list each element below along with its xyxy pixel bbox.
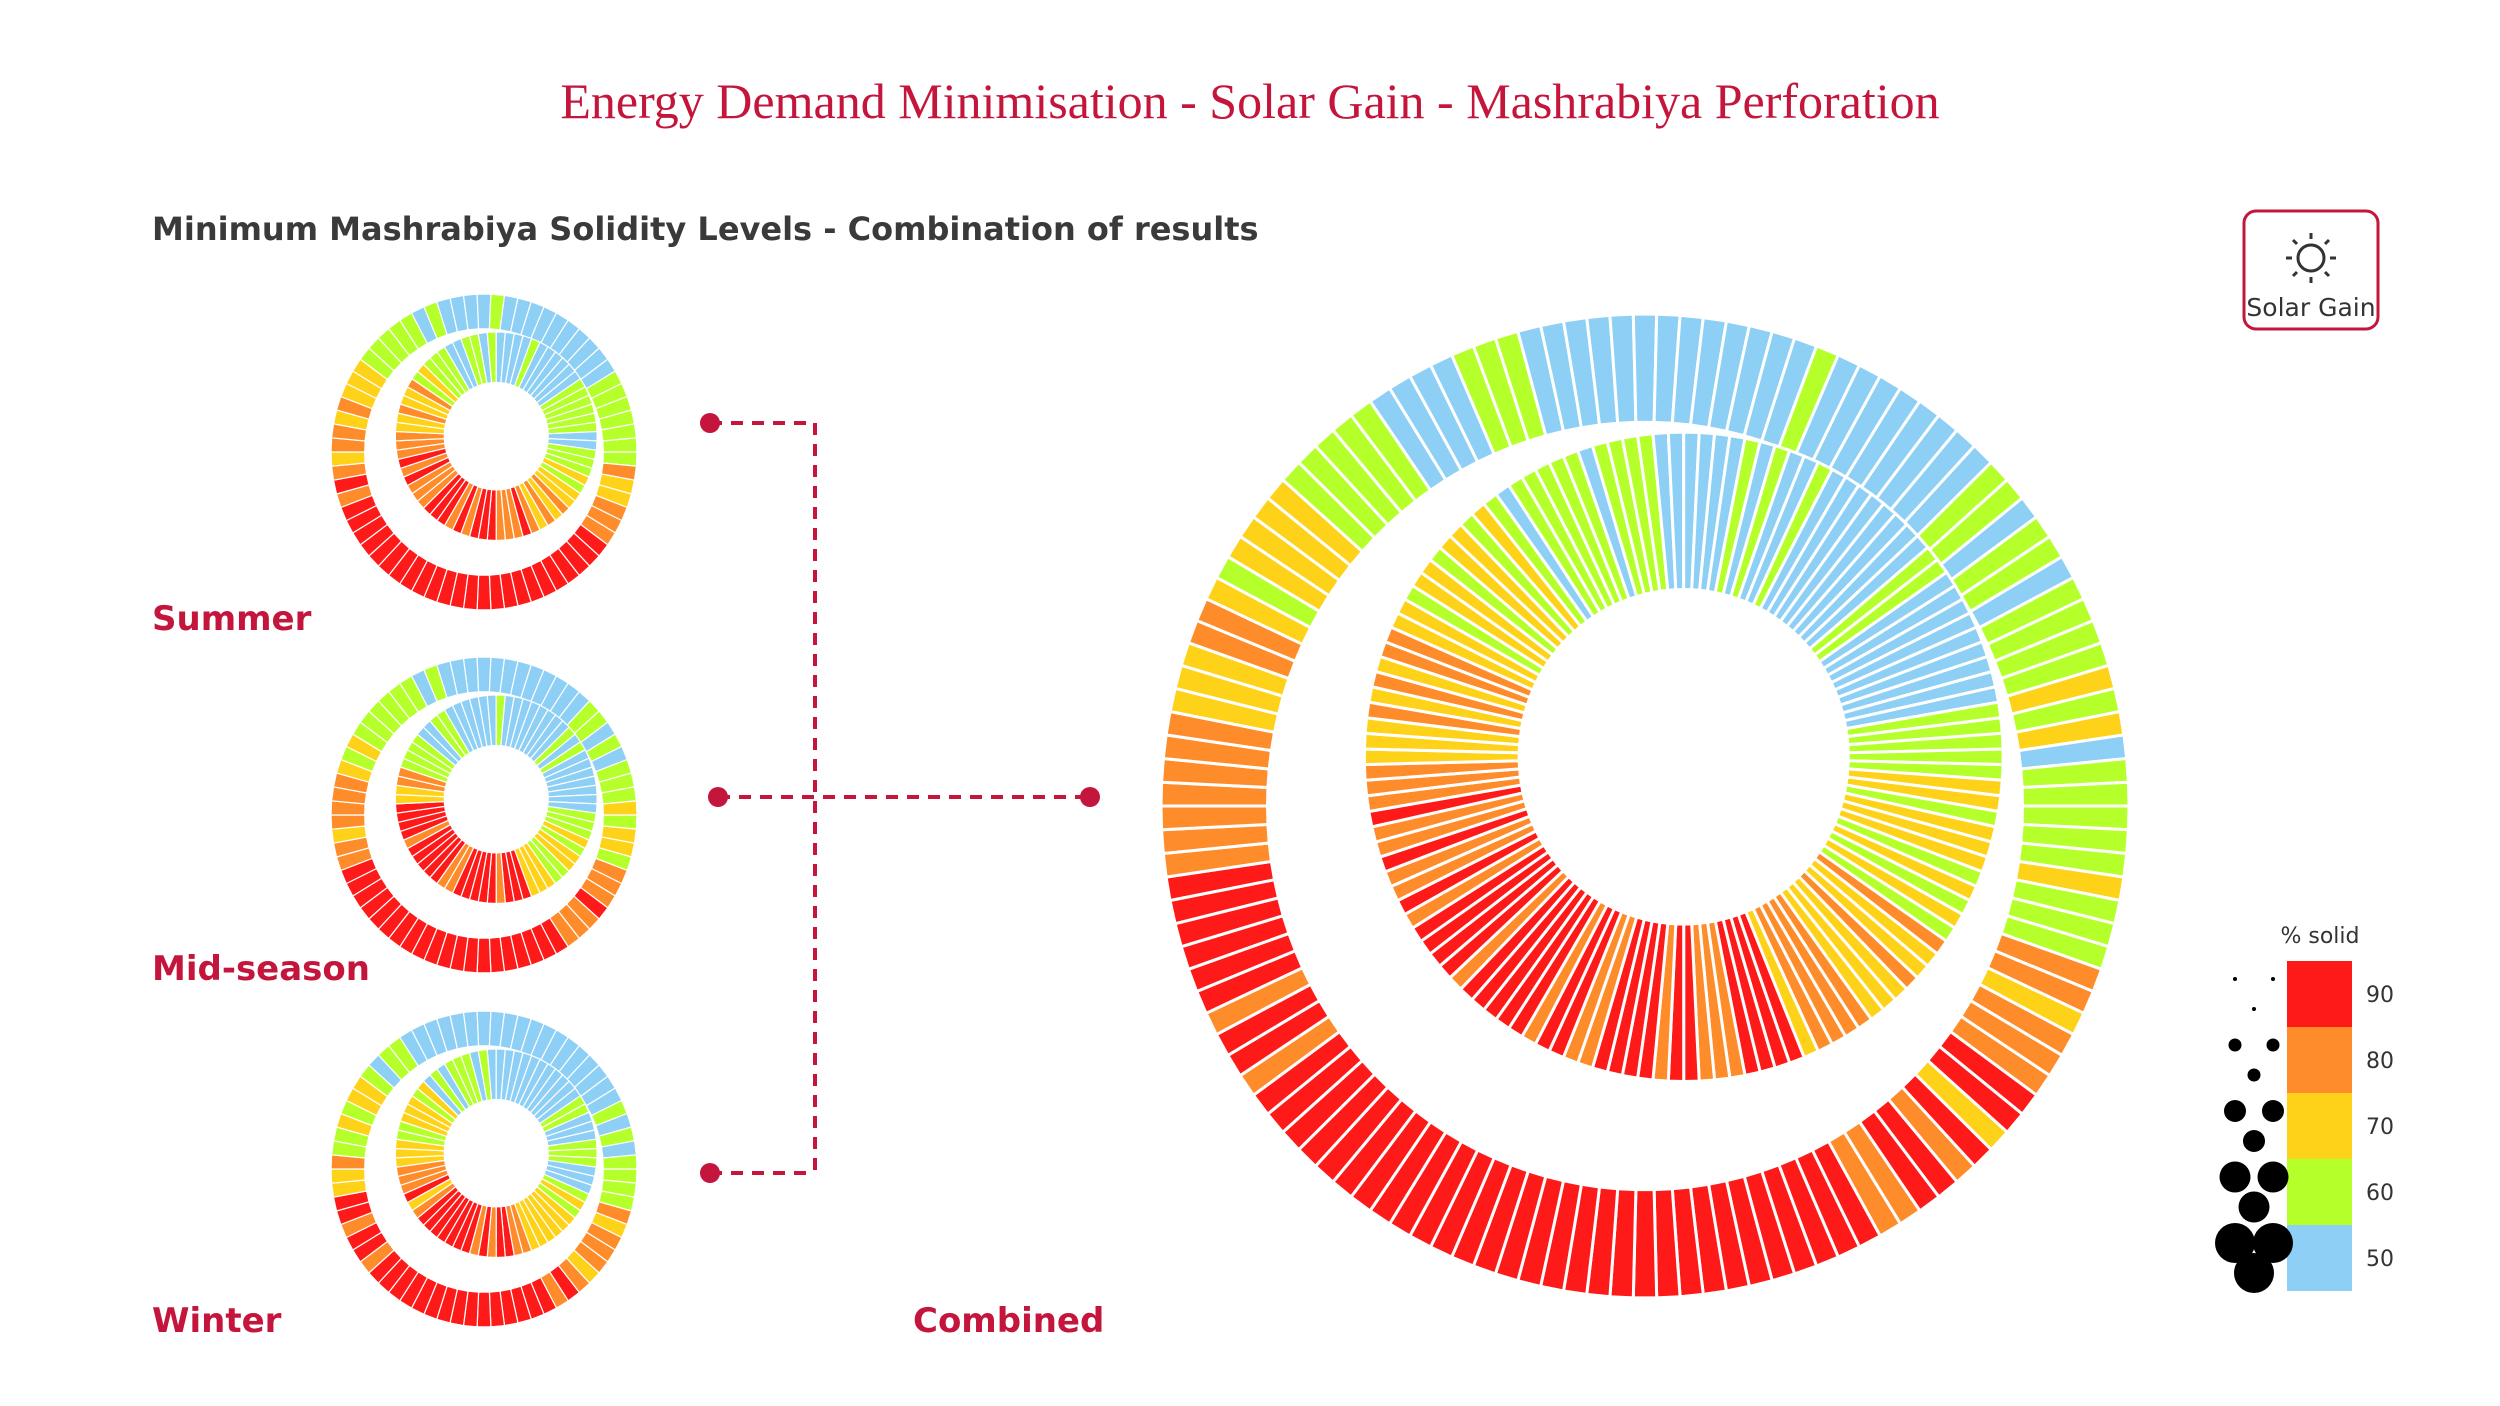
panel-label: Winter — [152, 1301, 282, 1341]
legend-label: 60 — [2366, 1181, 2394, 1206]
perforation-dot — [2238, 1191, 2270, 1223]
legend-swatch — [2287, 961, 2352, 1027]
mashrabiya-ring — [330, 656, 638, 974]
perforation-dot — [2271, 977, 2275, 981]
ring-segment — [476, 937, 492, 974]
perforation-dot — [2266, 1038, 2280, 1052]
ring-segment — [602, 1154, 638, 1170]
legend-swatch — [2287, 1225, 2352, 1291]
legend-swatch — [2287, 1093, 2352, 1159]
ring-segment — [397, 766, 448, 788]
ring-segment — [476, 656, 492, 693]
subtitle: Minimum Mashrabiya Solidity Levels - Com… — [152, 210, 1259, 248]
perforation-dot — [2219, 1161, 2251, 1193]
ring-segment — [602, 437, 638, 453]
ring-segment — [476, 574, 492, 611]
ring-segment — [330, 451, 366, 467]
ring-segment — [1373, 654, 1530, 715]
connectors — [710, 421, 1090, 1175]
perforation-dot — [2233, 977, 2237, 981]
panel-label: Mid-season — [152, 949, 370, 989]
perforation-dot — [2228, 1038, 2242, 1052]
legend-label: 90 — [2366, 983, 2394, 1008]
mashrabiya-ring — [330, 293, 638, 611]
badge: Solar Gain — [2242, 209, 2380, 331]
ring-segment — [1159, 804, 1270, 832]
badge-label: Solar Gain — [2246, 293, 2375, 322]
perforation-dot — [2224, 1100, 2246, 1122]
legend-label: 70 — [2366, 1115, 2394, 1140]
ring-segment — [476, 1010, 492, 1047]
legend-swatch — [2287, 1159, 2352, 1225]
perforation-dot — [2257, 1161, 2289, 1193]
rings — [330, 293, 2131, 1328]
ring-segment — [397, 1120, 448, 1142]
panel-label: Combined — [913, 1301, 1104, 1341]
panel-label: Summer — [152, 599, 312, 639]
perforation-dot — [2252, 1007, 2256, 1011]
perforation-dot — [2247, 1068, 2261, 1082]
legend: % solid 90 80 70 60 50 — [2215, 924, 2394, 1293]
perforation-dot — [2262, 1100, 2284, 1122]
mashrabiya-ring — [1159, 312, 2131, 1300]
legend-swatch — [2287, 1027, 2352, 1093]
title: Energy Demand Minimisation - Solar Gain … — [560, 73, 1939, 129]
ring-segment — [330, 814, 366, 830]
connector-dots — [700, 413, 1100, 1183]
legend-label: 50 — [2366, 1247, 2394, 1272]
perforation-dot — [2234, 1253, 2274, 1293]
ring-segment — [602, 800, 638, 816]
ring-segment — [476, 1291, 492, 1328]
ring-segment — [2020, 780, 2131, 808]
mashrabiya-ring — [330, 1010, 638, 1328]
perforation-dot — [2215, 1223, 2255, 1263]
perforation-dot — [2243, 1130, 2265, 1152]
legend-title: % solid — [2280, 924, 2359, 949]
legend-label: 80 — [2366, 1049, 2394, 1074]
ring-segment — [476, 293, 492, 330]
perforation-dot — [2253, 1223, 2293, 1263]
ring-segment — [397, 403, 448, 425]
ring-segment — [330, 1168, 366, 1184]
